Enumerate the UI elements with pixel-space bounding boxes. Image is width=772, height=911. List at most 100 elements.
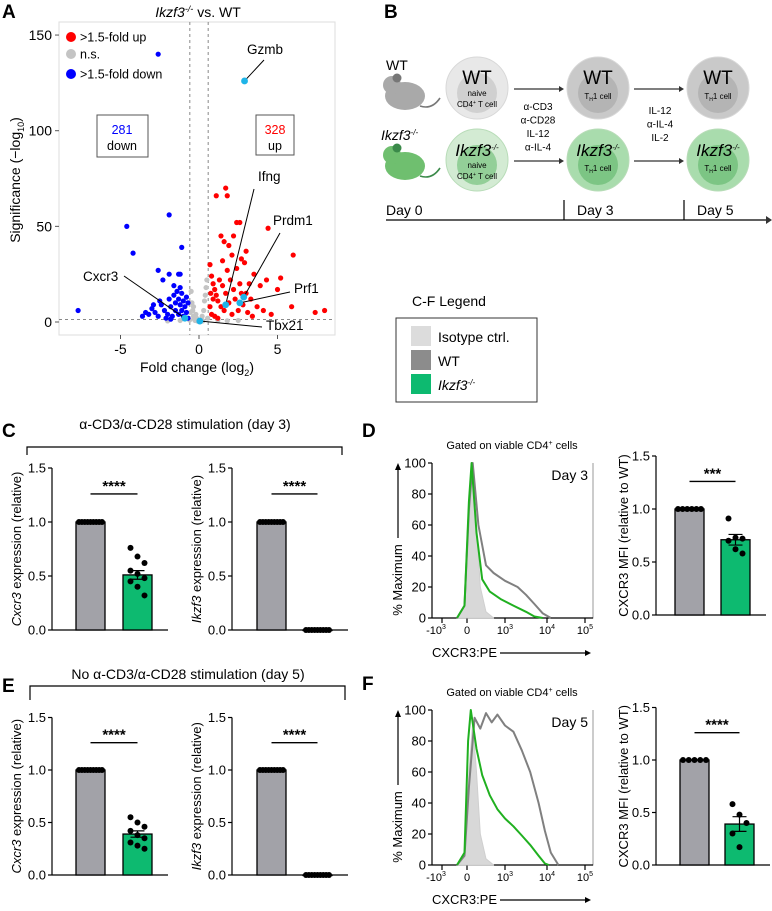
tick-exp: 3 [509, 871, 513, 878]
down-point [163, 315, 169, 321]
data-point [729, 830, 736, 837]
y-tick-label: 1.0 [208, 763, 226, 778]
up-point [245, 309, 251, 316]
data-point [134, 842, 141, 849]
data-point [127, 839, 134, 846]
legend-swatch-isotype [411, 326, 431, 346]
data-point [736, 844, 743, 851]
th1-rest: 1 cell [593, 92, 612, 101]
up-point [230, 233, 237, 239]
section-title-c: α-CD3/α-CD28 stimulation (day 3) [79, 416, 290, 432]
up-point [260, 307, 266, 314]
x-axis-label: CXCR3:PE [432, 645, 497, 660]
th1-label: TH1 cell [584, 164, 611, 175]
gate-text: Gated on viable CD4 [446, 687, 548, 699]
y-axis-label: CXCR3 MFI (relative to WT) [616, 705, 631, 868]
up-point [208, 273, 215, 279]
bar-wt [256, 769, 287, 876]
legend-marker [66, 32, 76, 42]
down-point [130, 250, 136, 256]
day-0: Day 0 [386, 202, 423, 218]
data-point [679, 506, 686, 512]
cell-genotype-label: Ikzf3-/- [455, 141, 499, 160]
th1-H: H [589, 97, 593, 103]
x-tick-label: 104 [539, 624, 555, 637]
down-count-box [96, 114, 149, 158]
legend-marker [66, 69, 76, 79]
y-tick-label: 80 [412, 734, 426, 749]
y-tick-label: 0 [419, 611, 426, 626]
cell-genotype-label: WT [703, 68, 733, 89]
tick-base: 0 [464, 625, 470, 637]
y-tick-label: 1.5 [208, 710, 226, 725]
x-tick-label: -103 [426, 624, 446, 637]
tick-base: 10 [577, 625, 589, 637]
y-axis-label: % Maximum [390, 544, 405, 616]
tick-exp: 5 [589, 871, 593, 878]
down-point [150, 302, 157, 308]
legend-title: C-F Legend [412, 293, 486, 309]
data-point [684, 506, 691, 512]
ns-point [190, 304, 197, 310]
ns-point [235, 317, 241, 324]
ns-point [177, 317, 183, 324]
up-point [212, 286, 218, 293]
stimulus-day0-3: α-CD28 [521, 116, 556, 127]
tcell: T cell [476, 172, 497, 181]
panel-label-d: D [362, 421, 376, 442]
data-point [736, 811, 743, 818]
data-point [688, 506, 695, 512]
up-point [219, 283, 226, 289]
cell-genotype-label: Ikzf3-/- [696, 141, 740, 160]
y-tick-label: 1.0 [632, 753, 650, 768]
label-leader-line [225, 188, 255, 305]
label-leader-line [243, 232, 281, 298]
gene-label-cxcr3: Cxcr3 [83, 269, 118, 284]
y-tick-label: 1.0 [208, 515, 226, 530]
ns-point [201, 298, 208, 304]
tick-base: -10 [426, 625, 442, 637]
gate-sup: + [548, 687, 552, 694]
down-point [146, 311, 152, 317]
cd4-sup: + [473, 172, 476, 178]
data-point [141, 823, 148, 830]
bracket-c [26, 446, 343, 455]
histogram-series-wt [456, 712, 560, 866]
genotype-sup: -/- [491, 143, 499, 152]
th1-label: TH1 cell [704, 92, 731, 103]
cell-nucleus [578, 73, 618, 113]
highlighted-point-prdm1 [240, 293, 248, 301]
arrowhead [679, 158, 684, 164]
data-point [693, 506, 700, 512]
data-point [141, 845, 148, 852]
ns-point [203, 284, 209, 291]
tick-base: 10 [539, 872, 551, 884]
up-point [223, 290, 229, 296]
down-point [175, 296, 182, 302]
data-point [141, 592, 148, 599]
tick-base: 10 [539, 625, 551, 637]
bar-wt [75, 769, 106, 876]
up-point [322, 307, 328, 314]
down-point [155, 267, 161, 273]
data-point [141, 560, 148, 567]
down-point [172, 307, 179, 314]
y-tick-label: 0.5 [28, 569, 46, 584]
data-point [739, 550, 746, 557]
down-point [124, 223, 130, 229]
th1-T: T [584, 164, 589, 173]
ko-mouse-icon [383, 143, 441, 180]
x-tick-label: -103 [426, 871, 446, 884]
cd4: CD4 [457, 172, 474, 181]
data-point [732, 534, 739, 541]
legend-ko: Ikzf3-/- [438, 377, 475, 393]
data-point [127, 578, 134, 585]
y-axis-label-text: CXCR3 MFI (relative to WT) [616, 705, 631, 868]
panel-label-f: F [362, 674, 374, 695]
th1-T: T [704, 164, 709, 173]
genotype-sup: -/- [732, 143, 740, 152]
highlighted-point-ifng [222, 301, 230, 309]
up-point [218, 304, 224, 310]
